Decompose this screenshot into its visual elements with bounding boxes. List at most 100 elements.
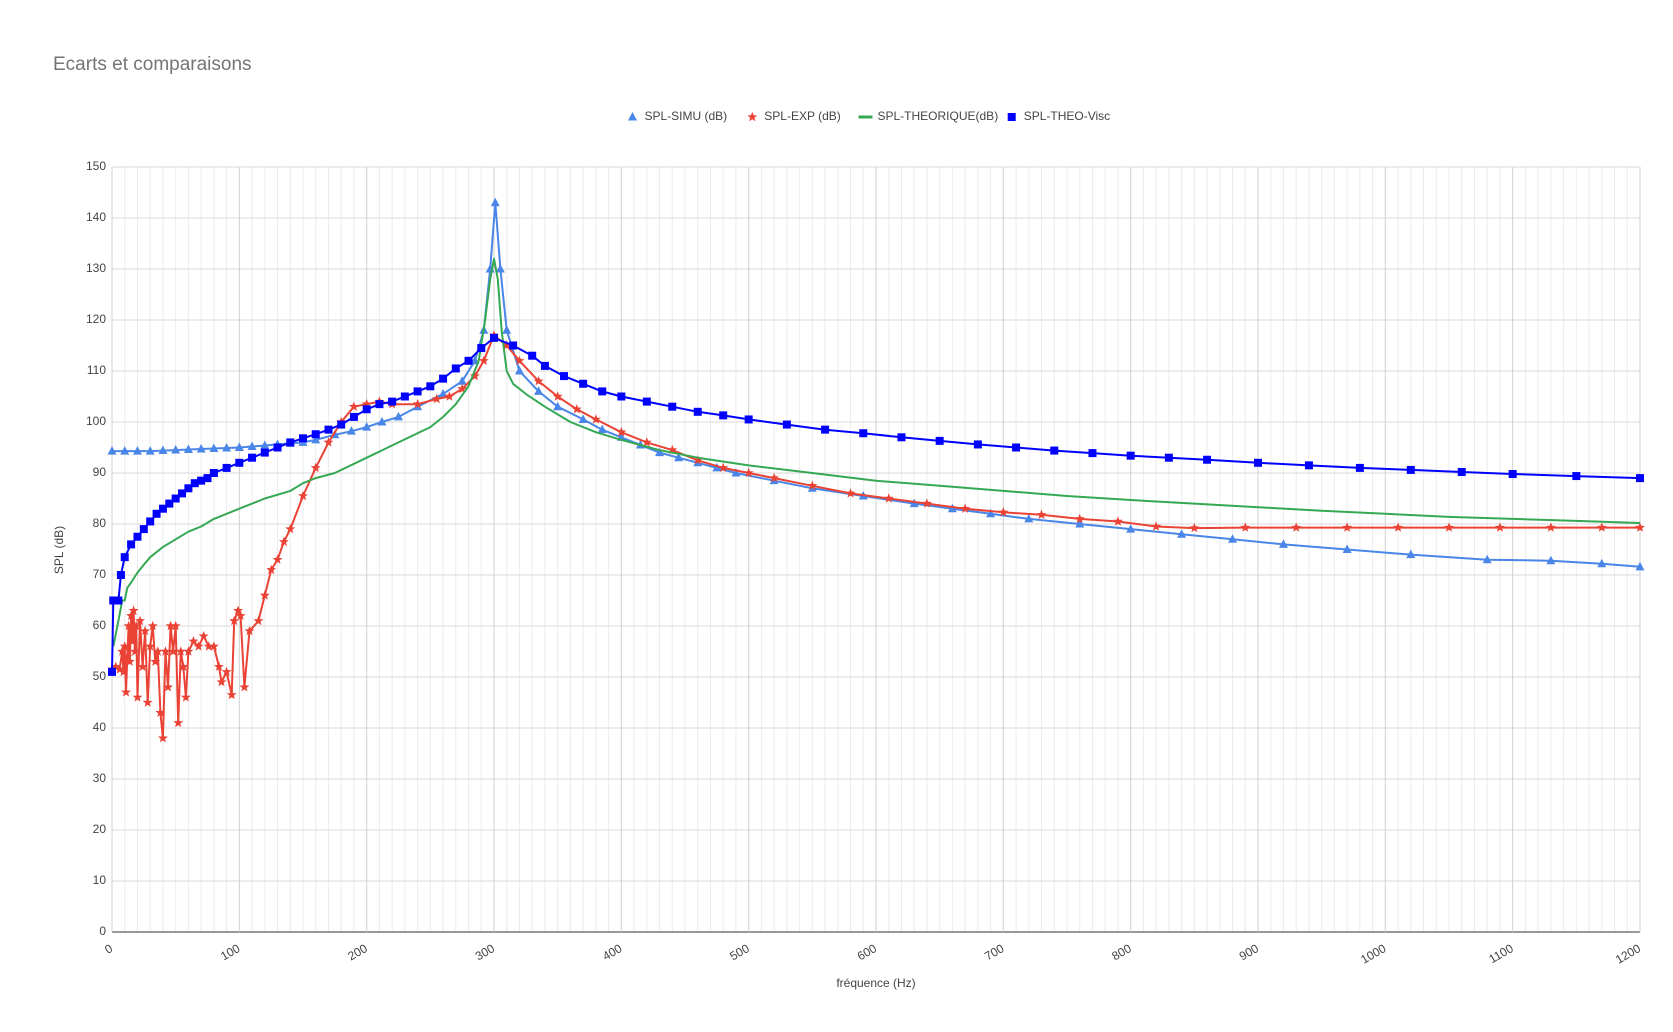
marker <box>1189 522 1200 533</box>
marker <box>286 438 295 447</box>
marker <box>214 661 224 671</box>
y-tick-label: 130 <box>86 261 106 275</box>
marker <box>478 355 489 365</box>
marker <box>451 364 460 373</box>
marker <box>1126 524 1136 533</box>
series-line <box>112 257 1641 647</box>
marker <box>501 340 512 350</box>
marker <box>1228 534 1238 543</box>
marker <box>133 532 142 541</box>
marker <box>1342 522 1353 532</box>
marker <box>127 636 138 646</box>
marker <box>502 325 512 334</box>
marker <box>1164 453 1173 462</box>
marker <box>337 420 346 429</box>
marker <box>1596 522 1607 532</box>
marker <box>426 382 435 391</box>
marker <box>668 402 677 411</box>
y-tick-label: 10 <box>93 873 107 887</box>
marker <box>311 434 321 444</box>
legend-item: SPL-SIMU (dB) <box>628 109 727 123</box>
marker <box>1177 529 1187 538</box>
marker <box>1254 458 1262 467</box>
legend-label: SPL-THEO-Visc <box>1024 109 1110 123</box>
marker <box>121 687 131 697</box>
marker <box>553 401 563 411</box>
marker <box>109 596 118 605</box>
marker <box>560 372 569 381</box>
marker <box>1406 549 1416 559</box>
marker <box>769 472 780 483</box>
marker <box>1597 558 1607 568</box>
marker <box>540 361 549 370</box>
marker <box>1482 554 1492 564</box>
marker <box>160 646 171 656</box>
marker <box>1007 113 1016 121</box>
marker <box>216 676 227 687</box>
marker <box>152 509 161 518</box>
marker <box>208 641 219 651</box>
marker <box>193 641 204 651</box>
marker <box>743 467 754 478</box>
marker <box>259 590 270 600</box>
marker <box>203 474 212 483</box>
y-tick-label: 150 <box>86 159 106 173</box>
marker <box>299 434 307 443</box>
marker <box>120 446 130 455</box>
marker <box>323 437 334 447</box>
marker <box>155 707 166 717</box>
marker <box>986 508 996 518</box>
marker <box>444 391 455 401</box>
marker <box>509 341 518 350</box>
marker <box>147 620 158 631</box>
marker <box>1036 509 1047 519</box>
marker <box>1074 513 1085 524</box>
marker <box>298 490 308 501</box>
marker <box>140 625 151 636</box>
marker <box>114 664 125 674</box>
marker <box>209 469 218 477</box>
marker <box>731 468 741 477</box>
marker <box>142 697 153 707</box>
marker <box>114 596 123 605</box>
marker <box>1393 522 1403 532</box>
marker <box>719 411 728 420</box>
marker <box>260 440 270 449</box>
marker <box>477 344 486 353</box>
marker <box>858 115 873 119</box>
y-tick-label: 20 <box>93 822 107 836</box>
marker <box>247 441 257 450</box>
marker <box>119 641 130 651</box>
marker <box>124 656 135 666</box>
marker <box>183 444 193 454</box>
marker <box>1012 443 1021 452</box>
marker <box>362 422 372 431</box>
marker <box>998 507 1009 517</box>
y-tick-label: 100 <box>86 414 106 428</box>
y-tick-label: 0 <box>99 924 106 938</box>
marker <box>1291 522 1302 532</box>
marker <box>173 717 184 728</box>
marker <box>145 446 155 455</box>
marker <box>528 351 537 360</box>
marker <box>158 733 168 743</box>
marker <box>712 462 722 472</box>
marker <box>168 646 179 656</box>
marker <box>272 554 283 564</box>
marker <box>431 393 442 404</box>
marker <box>897 433 906 442</box>
marker <box>229 615 240 626</box>
marker <box>377 417 387 426</box>
marker <box>180 692 191 702</box>
marker <box>859 429 868 438</box>
marker <box>571 404 582 414</box>
marker <box>464 356 473 365</box>
marker <box>598 387 607 396</box>
marker <box>674 452 684 462</box>
y-tick-label: 40 <box>93 720 107 734</box>
marker <box>641 437 652 447</box>
marker <box>922 498 932 508</box>
marker <box>1495 522 1505 532</box>
marker <box>273 443 282 452</box>
